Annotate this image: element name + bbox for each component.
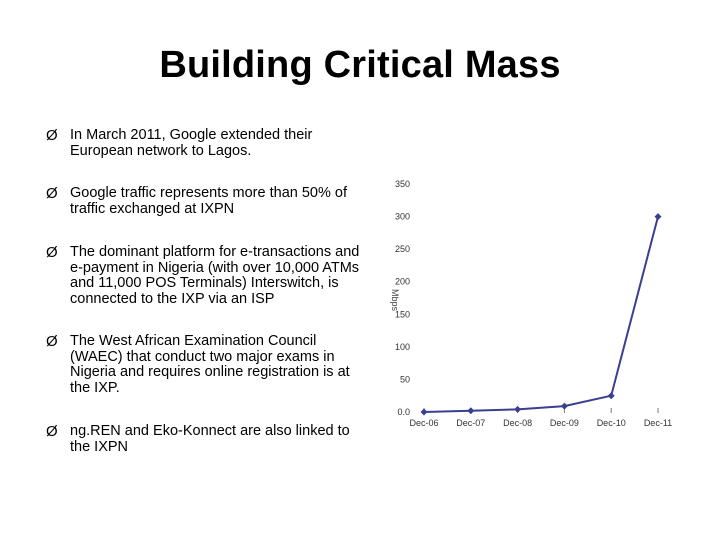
bullet-text: The West African Examination Council (WA… bbox=[70, 333, 350, 396]
bullet-item: Ø The West African Examination Council (… bbox=[46, 333, 366, 396]
bullet-text: Google traffic represents more than 50% … bbox=[70, 185, 347, 217]
bullet-text: The dominant platform for e-transactions… bbox=[70, 244, 360, 307]
y-tick-label: 100 bbox=[395, 342, 410, 352]
arrow-bullet-icon: Ø bbox=[46, 127, 58, 144]
y-axis-label: Mbps bbox=[390, 289, 400, 312]
x-tick-label: Dec-06 bbox=[409, 418, 438, 428]
data-point bbox=[467, 407, 475, 415]
data-point bbox=[654, 213, 662, 221]
arrow-bullet-icon: Ø bbox=[46, 333, 58, 350]
bullet-list: Ø In March 2011, Google extended their E… bbox=[46, 127, 366, 455]
data-point bbox=[420, 408, 428, 416]
data-point bbox=[607, 392, 615, 400]
page-title: Building Critical Mass bbox=[159, 44, 561, 86]
bullet-text: In March 2011, Google extended their Eur… bbox=[70, 127, 313, 159]
y-tick-label: 250 bbox=[395, 244, 410, 254]
x-tick-label: Dec-08 bbox=[503, 418, 532, 428]
y-tick-label: 0.0 bbox=[397, 407, 410, 417]
data-point bbox=[560, 402, 568, 410]
bullet-text: ng.REN and Eko-Konnect are also linked t… bbox=[70, 423, 350, 455]
bullet-item: Ø In March 2011, Google extended their E… bbox=[46, 127, 366, 159]
data-point bbox=[514, 405, 522, 413]
arrow-bullet-icon: Ø bbox=[46, 423, 58, 440]
x-tick-label: Dec-11 bbox=[644, 418, 672, 428]
y-tick-label: 150 bbox=[395, 309, 410, 319]
traffic-line-chart: Mbps 0.0 50 100 150 200 250 300 350 Dec-06 Dec-07… bbox=[390, 179, 672, 428]
x-tick-label: Dec-09 bbox=[550, 418, 579, 428]
y-tick-label: 200 bbox=[395, 277, 410, 287]
y-tick-label: 350 bbox=[395, 179, 410, 189]
y-tick-label: 50 bbox=[400, 374, 410, 384]
arrow-bullet-icon: Ø bbox=[46, 185, 58, 202]
bullet-item: Ø Google traffic represents more than 50… bbox=[46, 185, 366, 217]
series-line bbox=[423, 216, 659, 413]
arrow-bullet-icon: Ø bbox=[46, 244, 58, 261]
y-tick-label: 300 bbox=[395, 212, 410, 222]
x-tick-label: Dec-10 bbox=[597, 418, 626, 428]
x-tick-label: Dec-07 bbox=[456, 418, 485, 428]
bullet-item: Ø The dominant platform for e-transactio… bbox=[46, 244, 366, 307]
bullet-item: Ø ng.REN and Eko-Konnect are also linked… bbox=[46, 423, 366, 455]
